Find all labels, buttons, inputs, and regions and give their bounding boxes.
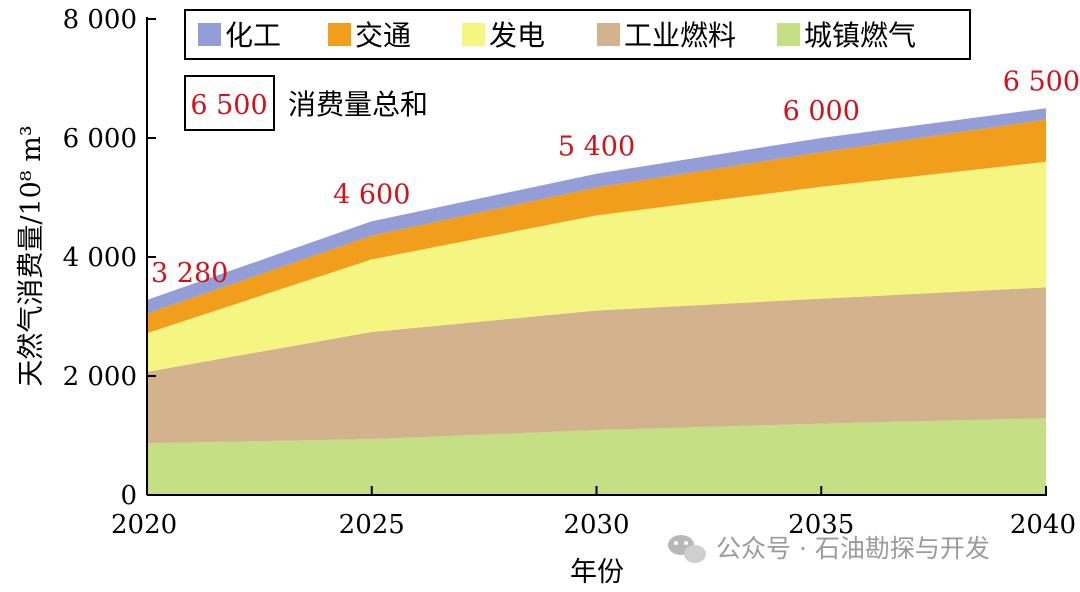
totals-legend-box	[184, 75, 275, 131]
x-tick-label: 2040	[1010, 510, 1076, 540]
y-tick-label: 8 000	[63, 5, 137, 35]
legend-label: 发电	[489, 19, 545, 52]
legend-swatch	[198, 23, 221, 46]
legend-swatch	[777, 23, 800, 46]
legend-label: 化工	[225, 19, 281, 52]
totals-legend-sample: 6 500	[190, 90, 267, 121]
totals-legend: 6 500 消费量总和	[184, 75, 428, 131]
total-label: 3 280	[151, 258, 228, 289]
area-series-4	[147, 108, 1046, 314]
legend-swatch	[462, 23, 485, 46]
area-series-1	[147, 287, 1046, 444]
legend-swatch	[597, 23, 620, 46]
totals-legend-label: 消费量总和	[288, 88, 428, 121]
y-tick-label: 4 000	[63, 243, 137, 273]
x-tick-label: 2030	[563, 510, 629, 540]
legend: 化工 交通 发电 工业燃料 城镇燃气	[184, 9, 971, 60]
legend-label: 工业燃料	[624, 19, 736, 52]
watermark-text: 公众号 · 石油勘探与开发	[716, 534, 990, 563]
y-tick-label: 6 000	[63, 124, 137, 154]
x-tick-label: 2035	[788, 510, 854, 540]
total-label: 6 500	[1003, 66, 1080, 97]
legend-label: 城镇燃气	[804, 19, 916, 52]
total-label: 4 600	[333, 179, 410, 210]
y-tick-label: 0	[120, 481, 137, 511]
legend-label: 交通	[355, 19, 411, 52]
wechat-icon	[668, 535, 706, 563]
area-series-0	[147, 418, 1046, 495]
y-tick-label: 2 000	[63, 362, 137, 392]
total-label: 5 400	[558, 132, 635, 163]
x-axis-title: 年份	[570, 557, 624, 588]
total-labels: 3 280 4 600 5 400 6 000 6 500	[151, 66, 1080, 289]
x-tick-label: 2020	[111, 510, 177, 540]
axes: 0 2 000 4 000 6 000 8 000 2020 2025 2030 2035 204…	[63, 5, 1076, 540]
total-label: 6 000	[783, 96, 860, 127]
y-axis-title: 天然气消费量/10⁸ m³	[16, 125, 47, 386]
area-series-3	[147, 119, 1046, 334]
area-series-2	[147, 161, 1046, 372]
area-layers	[147, 108, 1046, 495]
legend-swatch	[328, 23, 351, 46]
watermark: 公众号 · 石油勘探与开发	[668, 534, 990, 563]
x-tick-label: 2025	[339, 510, 405, 540]
